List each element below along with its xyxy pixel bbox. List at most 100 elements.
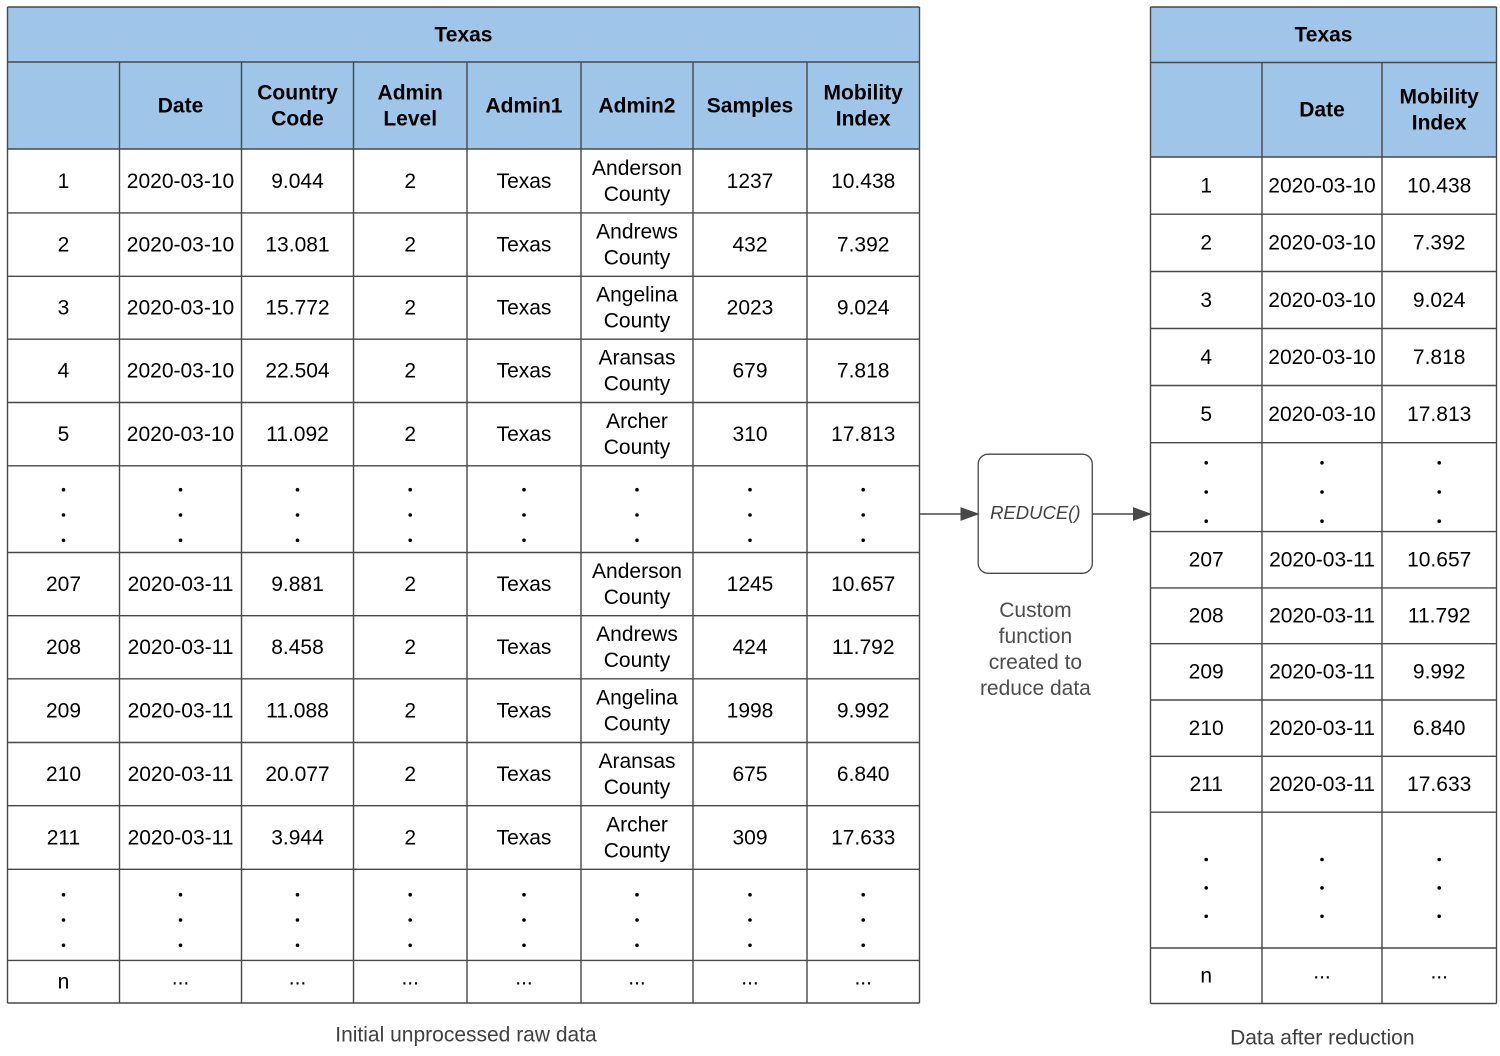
svg-text:5: 5 xyxy=(58,423,70,446)
svg-text:22.504: 22.504 xyxy=(265,360,330,383)
svg-text:208: 208 xyxy=(1189,605,1224,628)
svg-text:211: 211 xyxy=(47,826,80,849)
svg-text:...: ... xyxy=(401,967,419,990)
svg-text:Archer: Archer xyxy=(606,410,668,433)
svg-text:208: 208 xyxy=(46,636,81,659)
svg-text:...: ... xyxy=(172,967,190,990)
svg-text:3: 3 xyxy=(1200,289,1212,312)
svg-text:7.392: 7.392 xyxy=(837,233,890,256)
svg-text:2020-03-11: 2020-03-11 xyxy=(128,826,234,849)
svg-text:2: 2 xyxy=(404,297,416,320)
svg-text:2020-03-11: 2020-03-11 xyxy=(1269,773,1375,796)
svg-text:County: County xyxy=(604,436,671,459)
svg-text:Level: Level xyxy=(383,107,437,130)
svg-text:...: ... xyxy=(515,967,533,990)
svg-text:9.992: 9.992 xyxy=(1413,661,1466,684)
svg-text:309: 309 xyxy=(732,826,767,849)
svg-text:207: 207 xyxy=(46,573,81,596)
svg-text:Initial unprocessed raw data: Initial unprocessed raw data xyxy=(335,1024,597,1047)
svg-text:9.024: 9.024 xyxy=(1413,289,1466,312)
svg-text:432: 432 xyxy=(732,233,767,256)
svg-text:2020-03-11: 2020-03-11 xyxy=(1269,717,1375,740)
svg-text:3: 3 xyxy=(58,297,70,320)
svg-text:675: 675 xyxy=(732,763,767,786)
svg-text:424: 424 xyxy=(732,636,767,659)
svg-text:2020-03-10: 2020-03-10 xyxy=(1268,403,1375,426)
svg-text:10.438: 10.438 xyxy=(1407,174,1471,197)
svg-text:8.458: 8.458 xyxy=(271,636,324,659)
svg-text:Texas: Texas xyxy=(497,573,552,596)
svg-text:10.657: 10.657 xyxy=(1407,549,1471,572)
svg-text:Texas: Texas xyxy=(497,636,552,659)
svg-text:2023: 2023 xyxy=(727,297,774,320)
svg-text:2: 2 xyxy=(1200,232,1212,255)
svg-text:Mobility: Mobility xyxy=(824,81,904,104)
svg-text:Country: Country xyxy=(257,81,338,104)
svg-text:10.657: 10.657 xyxy=(831,573,895,596)
svg-text:9.992: 9.992 xyxy=(837,699,890,722)
svg-text:2020-03-10: 2020-03-10 xyxy=(1268,174,1375,197)
svg-text:2020-03-10: 2020-03-10 xyxy=(127,297,234,320)
svg-text:County: County xyxy=(604,586,671,609)
svg-text:Archer: Archer xyxy=(606,813,668,836)
svg-text:10.438: 10.438 xyxy=(831,170,895,193)
svg-text:2: 2 xyxy=(404,233,416,256)
svg-text:County: County xyxy=(604,373,671,396)
svg-text:...: ... xyxy=(628,967,646,990)
svg-text:Index: Index xyxy=(1412,112,1467,135)
svg-text:function: function xyxy=(999,625,1073,648)
svg-text:2: 2 xyxy=(404,699,416,722)
svg-text:Mobility: Mobility xyxy=(1400,86,1480,109)
svg-text:2020-03-11: 2020-03-11 xyxy=(128,636,234,659)
svg-text:County: County xyxy=(604,246,671,269)
svg-text:310: 310 xyxy=(732,423,767,446)
svg-text:7.392: 7.392 xyxy=(1413,232,1466,255)
svg-text:Anderson: Anderson xyxy=(592,157,682,180)
svg-text:Date: Date xyxy=(1299,99,1345,122)
svg-text:Samples: Samples xyxy=(707,94,793,117)
svg-text:2020-03-11: 2020-03-11 xyxy=(128,699,234,722)
svg-text:n: n xyxy=(58,971,70,994)
svg-text:...: ... xyxy=(741,967,759,990)
svg-text:11.792: 11.792 xyxy=(1408,605,1471,628)
svg-text:1998: 1998 xyxy=(727,699,774,722)
svg-text:6.840: 6.840 xyxy=(837,763,890,786)
svg-text:11.088: 11.088 xyxy=(266,699,329,722)
svg-text:2020-03-10: 2020-03-10 xyxy=(127,233,234,256)
svg-text:Andrews: Andrews xyxy=(596,220,678,243)
svg-text:2: 2 xyxy=(404,826,416,849)
svg-text:created to: created to xyxy=(989,651,1082,674)
svg-text:County: County xyxy=(604,183,671,206)
svg-text:1: 1 xyxy=(58,170,70,193)
svg-text:2: 2 xyxy=(404,573,416,596)
svg-text:County: County xyxy=(604,310,671,333)
svg-text:Texas: Texas xyxy=(497,360,552,383)
svg-text:2020-03-11: 2020-03-11 xyxy=(1269,661,1375,684)
svg-text:4: 4 xyxy=(1200,346,1212,369)
svg-text:Texas: Texas xyxy=(1295,24,1353,47)
svg-text:2020-03-10: 2020-03-10 xyxy=(1268,346,1375,369)
svg-text:reduce data: reduce data xyxy=(980,677,1091,700)
svg-text:Angelina: Angelina xyxy=(596,686,678,709)
svg-text:Admin1: Admin1 xyxy=(485,94,562,117)
svg-text:209: 209 xyxy=(1189,661,1224,684)
svg-text:...: ... xyxy=(289,967,307,990)
svg-text:Texas: Texas xyxy=(497,763,552,786)
svg-text:679: 679 xyxy=(732,360,767,383)
svg-text:Date: Date xyxy=(158,94,204,117)
svg-text:207: 207 xyxy=(1189,549,1224,572)
svg-text:1237: 1237 xyxy=(727,170,774,193)
svg-text:Texas: Texas xyxy=(497,297,552,320)
svg-text:...: ... xyxy=(854,967,872,990)
svg-text:211: 211 xyxy=(1189,773,1222,796)
svg-text:210: 210 xyxy=(46,763,81,786)
svg-text:Andrews: Andrews xyxy=(596,623,678,646)
svg-text:2020-03-10: 2020-03-10 xyxy=(127,360,234,383)
svg-text:2: 2 xyxy=(58,233,70,256)
svg-text:2020-03-11: 2020-03-11 xyxy=(128,573,234,596)
svg-text:11.792: 11.792 xyxy=(832,636,895,659)
svg-text:Texas: Texas xyxy=(497,826,552,849)
svg-text:Aransas: Aransas xyxy=(598,347,675,370)
svg-text:Custom: Custom xyxy=(999,599,1071,622)
svg-text:17.633: 17.633 xyxy=(831,826,895,849)
